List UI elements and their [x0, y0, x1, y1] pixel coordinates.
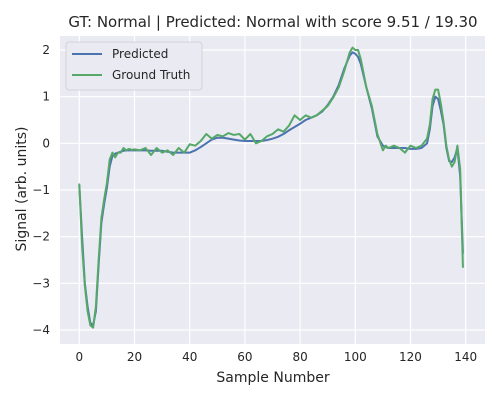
chart-title: GT: Normal | Predicted: Normal with scor…: [68, 13, 477, 31]
y-tick-label: −1: [32, 183, 50, 197]
x-tick-label: 120: [399, 350, 422, 364]
y-tick-label: 0: [42, 136, 50, 150]
legend: Predicted Ground Truth: [65, 41, 203, 91]
series-line-ground-truth: [78, 46, 464, 329]
legend-label-ground-truth: Ground Truth: [112, 68, 190, 82]
x-tick-label: 80: [292, 350, 307, 364]
x-tick-label: 20: [127, 350, 142, 364]
y-tick-label: 2: [42, 43, 50, 57]
series-layer: [78, 46, 464, 329]
y-tick-label: −4: [32, 323, 50, 337]
x-tick-label: 100: [344, 350, 367, 364]
y-tick-label: −3: [32, 276, 50, 290]
x-axis-label: Sample Number: [216, 370, 329, 386]
x-tick-label: 140: [454, 350, 477, 364]
y-axis-ticks: −4 −3 −2 −1 0 1 2: [32, 43, 50, 337]
x-axis-ticks: 0 20 40 60 80 100 120 140: [75, 350, 477, 364]
x-tick-label: 40: [182, 350, 197, 364]
y-tick-label: −2: [32, 230, 50, 244]
legend-label-predicted: Predicted: [112, 47, 168, 61]
x-tick-label: 60: [237, 350, 252, 364]
y-axis-label: Signal (arb. units): [14, 127, 30, 252]
x-tick-label: 0: [75, 350, 83, 364]
y-tick-label: 1: [42, 90, 50, 104]
